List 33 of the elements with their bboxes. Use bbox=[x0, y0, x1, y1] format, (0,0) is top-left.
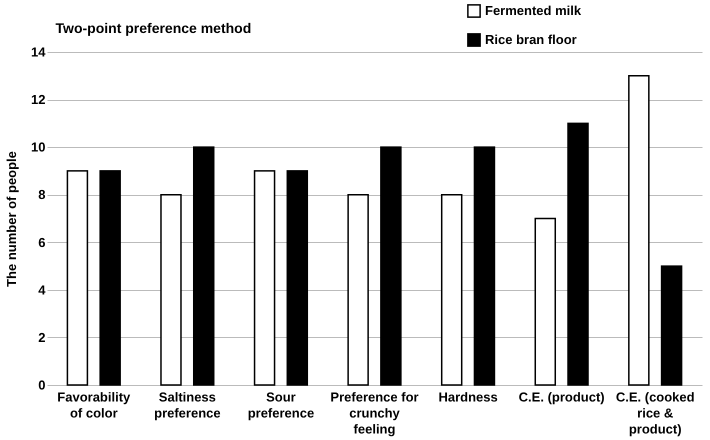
bar bbox=[474, 146, 496, 386]
bar bbox=[380, 146, 402, 386]
x-tick-label: Hardness bbox=[438, 390, 498, 404]
bar bbox=[440, 194, 462, 386]
bar bbox=[160, 194, 182, 386]
x-tick-label: Favorability of color bbox=[57, 390, 132, 420]
x-tick-label: C.E. (cooked rice & product) bbox=[616, 390, 695, 436]
y-tick-label: 0 bbox=[38, 378, 46, 392]
y-tick-label: 10 bbox=[31, 140, 46, 155]
x-tick-label: Preference for crunchy feeling bbox=[330, 390, 419, 436]
y-tick-label: 12 bbox=[31, 92, 46, 108]
legend-label: Fermented milk bbox=[485, 3, 582, 18]
bar bbox=[99, 170, 121, 386]
y-tick-label: 2 bbox=[38, 330, 46, 345]
bar bbox=[66, 170, 88, 386]
bar bbox=[192, 146, 214, 386]
y-axis-title: The number of people bbox=[4, 151, 20, 287]
bar bbox=[347, 194, 369, 386]
x-tick-label: C.E. (product) bbox=[518, 390, 605, 404]
bar bbox=[567, 122, 589, 386]
y-tick-label: 6 bbox=[38, 234, 46, 250]
y-tick-label: 14 bbox=[31, 44, 46, 60]
x-tick-label: Sour preference bbox=[248, 390, 314, 420]
legend-label: Rice bran floor bbox=[485, 32, 577, 47]
y-tick-label: 4 bbox=[38, 282, 46, 298]
bar bbox=[254, 170, 276, 386]
chart-title: Two-point preference method bbox=[56, 20, 252, 36]
y-tick-label: 8 bbox=[38, 187, 46, 202]
bar bbox=[628, 75, 650, 386]
x-tick-label: Saltiness preference bbox=[154, 390, 221, 420]
bar bbox=[286, 170, 308, 386]
bar bbox=[660, 265, 682, 386]
bar bbox=[534, 218, 556, 386]
